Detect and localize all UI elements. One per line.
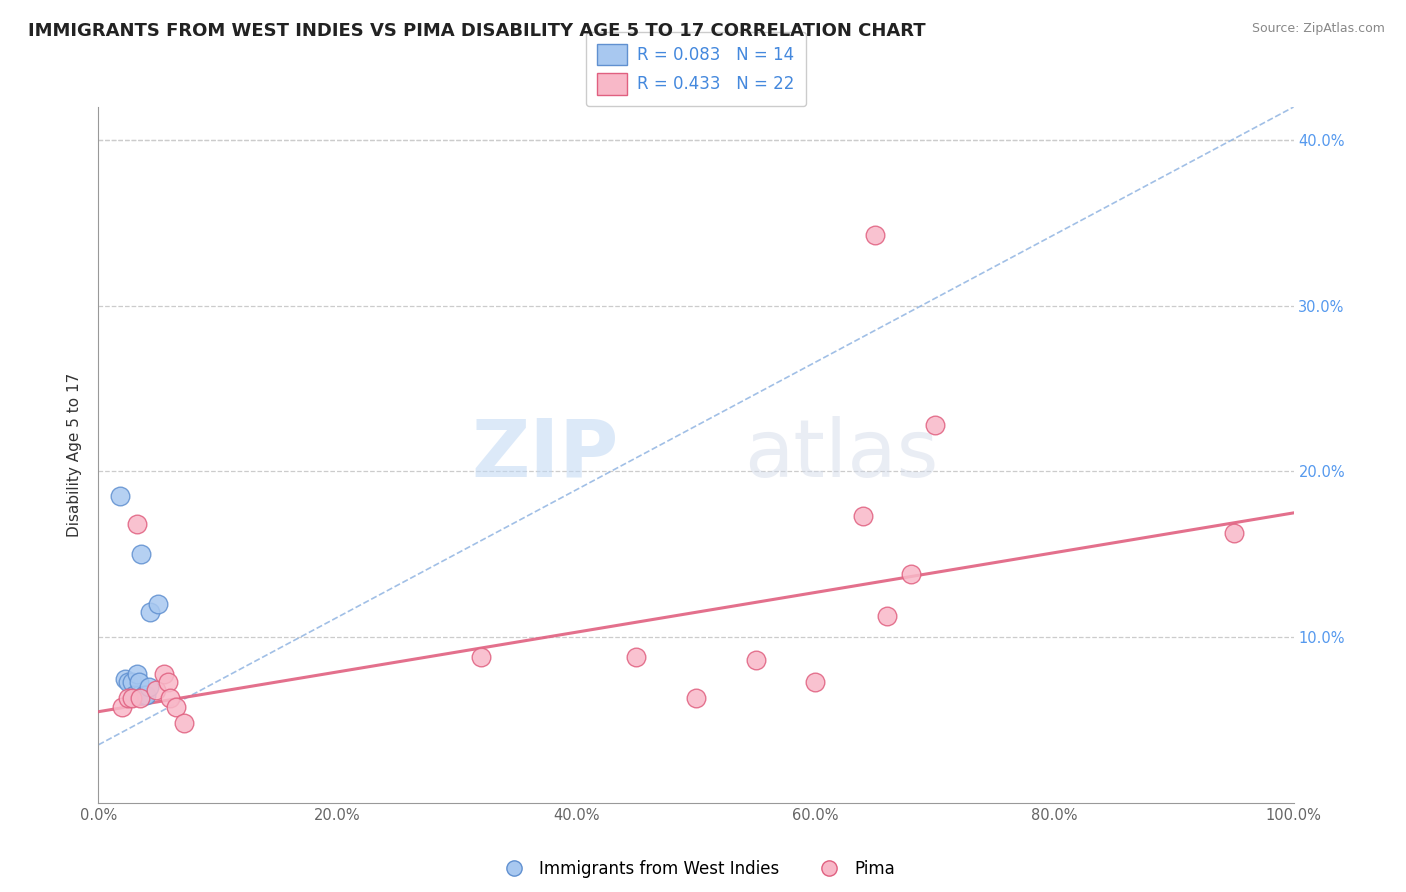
Point xyxy=(852,509,875,524)
Point xyxy=(125,666,148,681)
Point xyxy=(114,672,136,686)
Point xyxy=(900,567,922,582)
Legend: Immigrants from West Indies, Pima: Immigrants from West Indies, Pima xyxy=(491,854,901,885)
Point xyxy=(159,691,181,706)
Point xyxy=(924,418,946,433)
Point xyxy=(117,674,139,689)
Point xyxy=(863,227,887,242)
Text: IMMIGRANTS FROM WEST INDIES VS PIMA DISABILITY AGE 5 TO 17 CORRELATION CHART: IMMIGRANTS FROM WEST INDIES VS PIMA DISA… xyxy=(28,22,925,40)
Point xyxy=(121,674,143,689)
Point xyxy=(135,688,157,702)
Point xyxy=(685,691,707,706)
Point xyxy=(804,674,827,689)
Y-axis label: Disability Age 5 to 17: Disability Age 5 to 17 xyxy=(67,373,83,537)
Point xyxy=(173,716,195,731)
Point xyxy=(111,699,134,714)
Point xyxy=(148,597,170,611)
Point xyxy=(124,688,146,702)
Text: ZIP: ZIP xyxy=(471,416,619,494)
Point xyxy=(108,489,131,503)
Point xyxy=(156,674,179,689)
Point xyxy=(132,688,155,702)
Point xyxy=(139,605,162,619)
Text: atlas: atlas xyxy=(744,416,938,494)
Point xyxy=(138,680,160,694)
Point xyxy=(876,608,898,623)
Point xyxy=(117,691,139,706)
Point xyxy=(745,653,768,667)
Point xyxy=(128,674,150,689)
Point xyxy=(470,650,492,665)
Point xyxy=(1222,525,1246,540)
Text: Source: ZipAtlas.com: Source: ZipAtlas.com xyxy=(1251,22,1385,36)
Point xyxy=(125,517,148,532)
Point xyxy=(128,688,150,702)
Point xyxy=(153,666,176,681)
Point xyxy=(145,683,167,698)
Point xyxy=(165,699,187,714)
Point xyxy=(129,691,152,706)
Point xyxy=(626,650,648,665)
Point xyxy=(121,691,143,706)
Point xyxy=(131,547,153,561)
